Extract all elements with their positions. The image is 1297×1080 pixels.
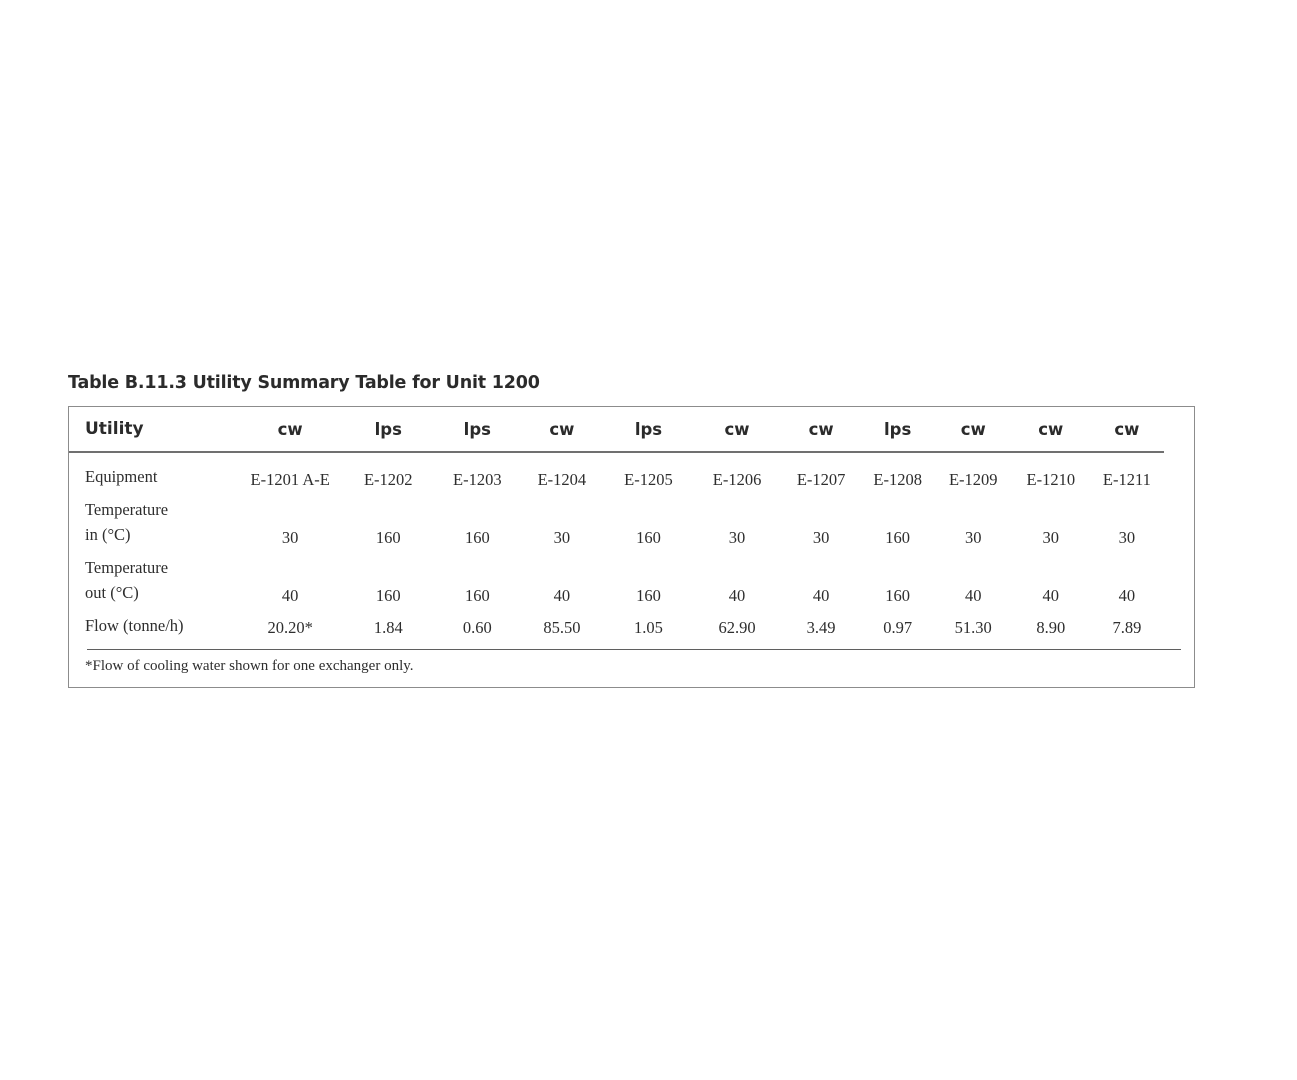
column-header-utility: Utility — [69, 407, 240, 453]
table-row-flow: Flow (tonne/h) 20.20* 1.84 0.60 85.50 1.… — [69, 609, 1164, 648]
table-cell: E-1203 — [453, 469, 502, 489]
header-row: Utility cw lps lps cw lps cw cw lps cw c… — [69, 407, 1164, 453]
row-label-line2: out (°C) — [85, 583, 139, 603]
table-cell: 30 — [1042, 527, 1060, 547]
table-title: Table B.11.3 Utility Summary Table for U… — [68, 373, 540, 393]
column-header: cw — [934, 407, 1012, 453]
table-footnote: *Flow of cooling water shown for one exc… — [85, 658, 414, 675]
row-label-line1: Temperature — [85, 499, 169, 519]
table-cell: 30 — [812, 527, 830, 547]
table-block: Table B.11.3 Utility Summary Table for U… — [68, 373, 1198, 689]
table-cell: 8.90 — [1036, 618, 1066, 638]
table-cell: 85.50 — [543, 618, 581, 638]
table-cell: E-1209 — [948, 469, 998, 489]
table-cell: E-1211 — [1102, 469, 1151, 489]
table-cell: 30 — [281, 527, 299, 547]
row-label-line2: in (°C) — [85, 525, 131, 545]
table-cell: 160 — [464, 585, 490, 605]
table-row-temperature-in: Temperature in (°C) 30 160 160 30 160 30 … — [69, 493, 1164, 551]
table-cell: 1.84 — [373, 618, 403, 638]
table-cell: 40 — [281, 585, 299, 605]
column-header: cw — [239, 407, 342, 453]
table-cell: E-1208 — [873, 469, 922, 489]
table-cell: 40 — [812, 585, 830, 605]
table-cell: 7.89 — [1112, 618, 1142, 638]
table-cell: 30 — [553, 527, 571, 547]
row-label: Temperature out (°C) — [69, 551, 239, 609]
table-cell: 160 — [464, 527, 490, 547]
table-cell: E-1206 — [712, 469, 762, 489]
row-label: Equipment — [85, 467, 158, 486]
table-cell: 20.20* — [267, 618, 313, 638]
table-cell: 62.90 — [718, 618, 756, 638]
table-cell: 51.30 — [954, 618, 992, 638]
table-cell: 30 — [1118, 527, 1136, 547]
column-header: lps — [604, 407, 693, 453]
table-cell: 160 — [636, 585, 661, 605]
table-cell: 40 — [1118, 585, 1136, 605]
table-cell: E-1204 — [537, 469, 587, 489]
table-cell: 160 — [885, 527, 911, 547]
table-cell: 0.97 — [883, 618, 913, 638]
table-cell: E-1210 — [1026, 469, 1076, 489]
row-label-line1: Temperature — [85, 557, 169, 577]
table-cell: E-1205 — [624, 469, 673, 489]
column-header: cw — [1011, 407, 1090, 453]
table-cell: 160 — [636, 527, 661, 547]
table-row-temperature-out: Temperature out (°C) 40 160 160 40 160 40… — [69, 551, 1164, 609]
table-cell: E-1202 — [363, 469, 413, 489]
table-row-equipment: Equipment E-1201 A-E E-1202 E-1203 E-120… — [69, 452, 1164, 493]
table-cell: 3.49 — [806, 618, 836, 638]
table-cell: 30 — [728, 527, 746, 547]
table-cell: 0.60 — [462, 618, 492, 638]
utility-summary-table-box: Utility cw lps lps cw lps cw cw lps cw c… — [68, 406, 1195, 689]
column-header: lps — [341, 407, 436, 453]
utility-summary-table: Utility cw lps lps cw lps cw cw lps cw c… — [69, 407, 1164, 647]
table-cell: 40 — [553, 585, 571, 605]
table-cell: 30 — [964, 527, 982, 547]
table-cell: 160 — [375, 585, 401, 605]
table-cell: 40 — [964, 585, 982, 605]
column-header: cw — [1089, 407, 1164, 453]
column-header: cw — [781, 407, 861, 453]
column-header: lps — [860, 407, 935, 453]
table-cell: E-1201 A-E — [250, 469, 330, 489]
table-cell: E-1207 — [796, 469, 846, 489]
table-cell: 160 — [375, 527, 401, 547]
table-cell: 1.05 — [634, 618, 663, 638]
footnote-divider — [87, 649, 1181, 651]
column-header: cw — [519, 407, 605, 453]
table-cell: 160 — [885, 585, 911, 605]
table-cell: 40 — [1042, 585, 1060, 605]
row-label: Temperature in (°C) — [69, 493, 239, 551]
column-header: cw — [692, 407, 782, 453]
column-header: lps — [435, 407, 520, 453]
row-label: Flow (tonne/h) — [85, 615, 184, 635]
table-cell: 40 — [728, 585, 746, 605]
